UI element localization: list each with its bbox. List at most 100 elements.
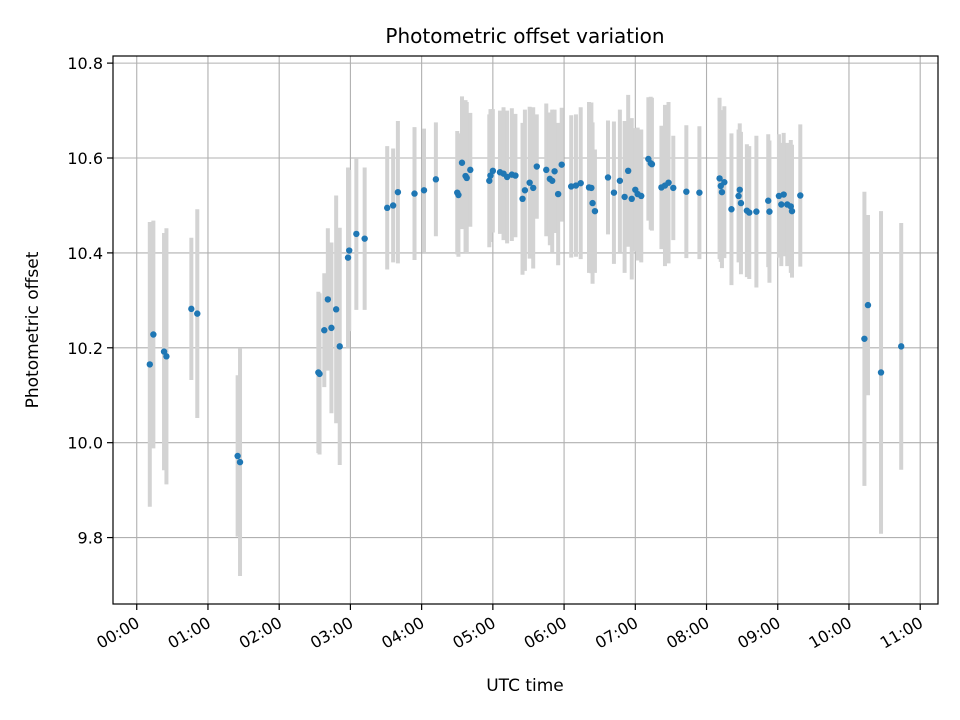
data-point [737, 199, 745, 207]
data-point [765, 197, 772, 204]
data-point [766, 208, 773, 215]
data-point [324, 296, 332, 303]
data-point [788, 207, 796, 215]
data-point [549, 177, 556, 184]
data-point [543, 166, 550, 174]
data-point [780, 191, 787, 198]
data-point [503, 173, 511, 181]
data-point [316, 370, 323, 378]
data-point [551, 168, 558, 175]
data-point [328, 324, 335, 332]
data-point [463, 174, 470, 182]
data-point [336, 343, 343, 350]
data-point [146, 361, 153, 368]
data-point [861, 335, 868, 342]
data-point [621, 193, 628, 201]
data-point [344, 254, 352, 261]
data-point [411, 190, 418, 197]
data-points [146, 155, 905, 466]
data-point [735, 192, 742, 200]
data-point [353, 230, 360, 238]
x-tick-label: 06:00 [521, 613, 570, 653]
data-point [721, 179, 728, 186]
data-point [577, 179, 584, 187]
data-point [728, 206, 735, 213]
data-point [648, 160, 656, 168]
data-point [188, 305, 195, 313]
data-point [234, 452, 241, 460]
data-point [361, 235, 368, 242]
data-point [683, 188, 690, 195]
data-point [526, 179, 533, 186]
x-tick-label: 03:00 [307, 613, 356, 653]
data-point [753, 208, 760, 215]
data-point [877, 369, 885, 376]
y-tick-label: 9.8 [78, 529, 103, 548]
data-point [746, 209, 753, 216]
data-point [455, 191, 462, 199]
data-point [160, 348, 168, 355]
data-point [591, 207, 599, 215]
x-axis-ticks: 00:00 01:00 02:00 03:00 04:00 05:00 06:00 07:00… [93, 604, 926, 653]
data-point [346, 247, 353, 254]
data-point [778, 201, 785, 208]
data-point [150, 331, 157, 338]
y-tick-label: 10.0 [67, 434, 103, 453]
x-tick-label: 01:00 [165, 613, 214, 653]
data-point [616, 177, 624, 184]
data-point [554, 190, 562, 198]
data-point [568, 183, 575, 190]
x-tick-label: 09:00 [734, 613, 783, 653]
data-point [588, 184, 595, 192]
y-axis-label: Photometric offset [23, 251, 43, 408]
data-point [519, 195, 526, 203]
data-point [384, 204, 391, 212]
data-point [797, 192, 804, 199]
data-point [558, 161, 565, 168]
x-tick-label: 08:00 [663, 613, 712, 653]
data-point [665, 179, 672, 186]
data-point [332, 306, 340, 313]
data-point [489, 167, 497, 175]
data-point [486, 177, 493, 184]
data-point [604, 174, 612, 181]
data-point [458, 159, 466, 166]
data-point [572, 182, 580, 189]
data-point [670, 184, 677, 192]
y-tick-label: 10.2 [67, 339, 103, 358]
y-tick-label: 10.4 [67, 244, 103, 263]
data-point [628, 195, 635, 203]
data-point [864, 301, 872, 309]
data-point [521, 187, 529, 194]
data-point [236, 458, 244, 466]
y-axis-ticks: 9.8 10.0 10.2 10.4 10.6 10.8 [67, 54, 113, 548]
x-tick-label: 02:00 [236, 613, 285, 653]
data-point [432, 176, 440, 183]
data-point [716, 175, 723, 182]
data-point [389, 202, 397, 209]
x-tick-label: 10:00 [806, 613, 855, 653]
data-point [624, 167, 632, 175]
data-point [736, 186, 743, 193]
x-tick-label: 07:00 [592, 613, 641, 653]
data-point [696, 189, 703, 196]
data-point [589, 199, 596, 207]
data-point [610, 189, 618, 196]
data-point [718, 188, 726, 196]
data-point [530, 184, 537, 192]
data-point [420, 187, 428, 194]
x-axis-label: UTC time [486, 676, 564, 696]
data-point [321, 327, 328, 334]
data-point [487, 172, 494, 179]
y-tick-label: 10.6 [67, 149, 103, 168]
data-point [394, 188, 402, 196]
data-point [533, 163, 540, 170]
chart-title: Photometric offset variation [385, 24, 664, 48]
data-point [194, 310, 201, 317]
x-tick-label: 05:00 [449, 613, 498, 653]
error-bars [147, 94, 904, 577]
x-tick-label: 11:00 [877, 613, 926, 653]
data-point [512, 172, 519, 179]
data-point [898, 343, 905, 350]
